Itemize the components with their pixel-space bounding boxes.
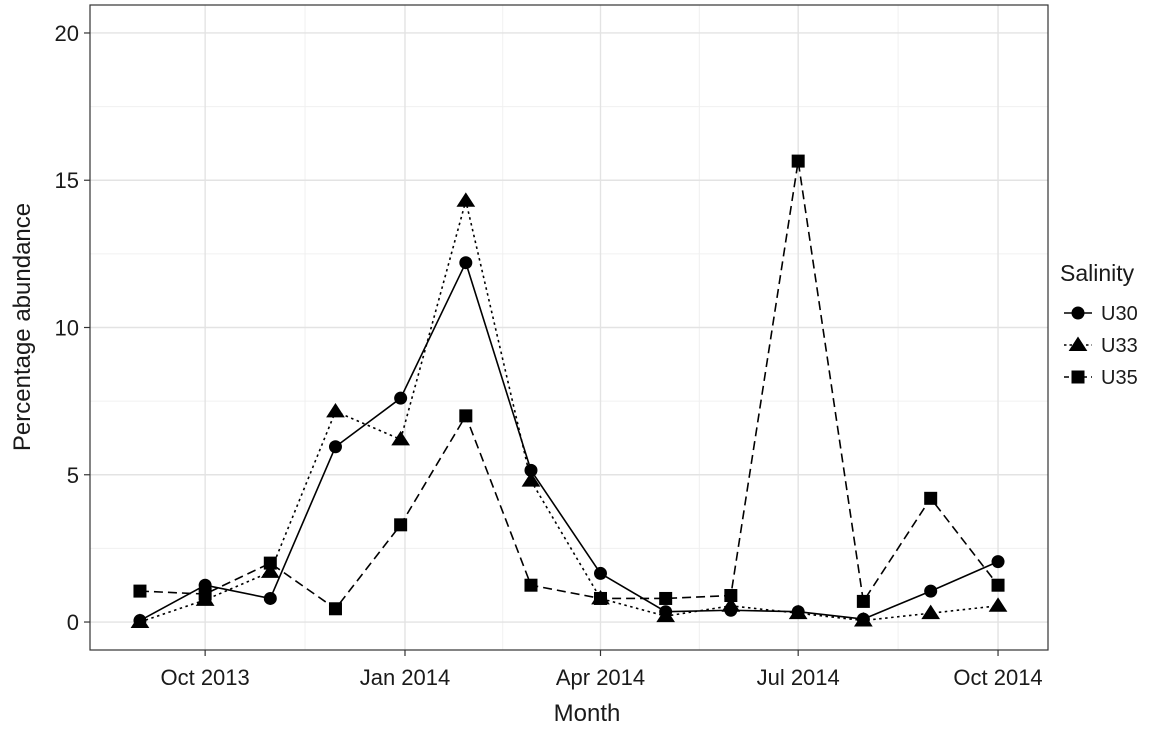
- axes: 0 5 10 15 20 Oct 2013 Jan 2014 Apr 2014 Jul 2014…: [55, 21, 1043, 690]
- legend-item-u35: U35: [1064, 367, 1138, 389]
- data-point-u33: [456, 192, 476, 207]
- data-point-u30: [593, 566, 607, 580]
- legend-label-u30: U30: [1101, 303, 1138, 325]
- x-axis-title: Month: [554, 700, 621, 727]
- legend-item-u30: U30: [1064, 303, 1138, 325]
- data-point-u35: [924, 491, 938, 505]
- y-tick-label: 10: [55, 316, 79, 341]
- y-tick-label: 20: [55, 21, 79, 46]
- x-tick-label: Apr 2014: [556, 665, 645, 690]
- data-point-u35: [394, 518, 408, 532]
- data-point-u35: [328, 602, 342, 616]
- series-layer: [130, 154, 1008, 628]
- data-point-u33: [921, 604, 941, 620]
- series-line-u35: [139, 160, 999, 610]
- y-axis-title: Percentage abundance: [9, 203, 36, 451]
- data-point-u33: [130, 613, 150, 628]
- series-line-u30: [139, 261, 999, 622]
- data-point-u33: [721, 597, 741, 612]
- x-tick-label: Jul 2014: [757, 665, 840, 690]
- data-point-u30: [394, 391, 408, 405]
- data-point-u35: [459, 409, 473, 423]
- data-point-u33: [988, 597, 1008, 612]
- series-u35: [133, 154, 1005, 616]
- data-point-u33: [260, 563, 280, 578]
- grid: [90, 5, 1048, 650]
- y-tick-label: 15: [55, 168, 79, 193]
- data-point-u35: [524, 578, 538, 592]
- data-point-u30: [263, 591, 277, 605]
- data-point-u30: [459, 256, 473, 270]
- x-tick-label: Jan 2014: [360, 665, 451, 690]
- legend-title: Salinity: [1060, 260, 1135, 286]
- x-tick-label: Oct 2013: [160, 665, 249, 690]
- data-point-u35: [263, 556, 277, 570]
- data-point-u35: [659, 591, 673, 605]
- data-point-u33: [521, 472, 541, 487]
- data-point-u35: [133, 584, 147, 598]
- data-point-u35: [991, 578, 1005, 592]
- data-point-u33: [326, 402, 345, 418]
- y-tick-label: 0: [67, 610, 79, 635]
- data-point-u35: [856, 594, 870, 608]
- data-point-u33: [391, 430, 410, 446]
- data-point-u30: [924, 584, 938, 598]
- legend-marker-u33: [1068, 336, 1088, 351]
- data-point-u30: [328, 440, 342, 454]
- legend-label-u33: U33: [1101, 335, 1138, 357]
- legend-marker-u30: [1071, 306, 1085, 320]
- data-point-u33: [788, 604, 808, 620]
- y-tick-label: 5: [67, 463, 79, 488]
- data-point-u30: [991, 555, 1005, 569]
- data-point-u35: [724, 589, 738, 603]
- legend-label-u35: U35: [1101, 367, 1138, 389]
- legend-item-u33: U33: [1064, 335, 1138, 357]
- legend-marker-u35: [1071, 370, 1085, 384]
- data-point-u30: [524, 463, 538, 477]
- data-point-u33: [656, 607, 676, 623]
- legend: Salinity U30 U33 U35: [1060, 260, 1138, 389]
- data-point-u35: [791, 154, 805, 168]
- x-tick-label: Oct 2014: [953, 665, 1042, 690]
- data-point-u35: [593, 591, 607, 605]
- data-point-u33: [854, 612, 873, 627]
- series-line-u33: [139, 200, 999, 623]
- data-point-u35: [198, 587, 212, 601]
